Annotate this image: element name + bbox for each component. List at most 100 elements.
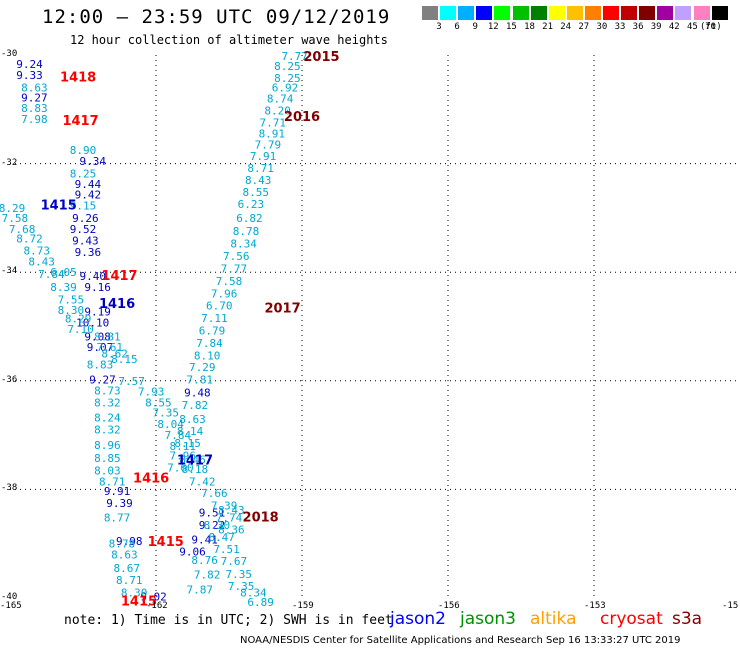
wave-height-value: 9.91 [104, 485, 131, 498]
colorbar-tick-label: 33 [614, 22, 626, 32]
colorbar-swatch [512, 6, 529, 20]
wave-height-value: 8.76 [191, 554, 218, 567]
altimeter-tracks: 7.778.258.256.928.748.207.718.917.797.91… [0, 50, 308, 609]
wave-height-value: 8.83 [87, 359, 114, 372]
wave-height-value: 8.78 [109, 538, 136, 551]
wave-height-value: 8.77 [104, 512, 131, 525]
wave-height-value: 9.26 [72, 212, 99, 225]
wave-height-value: 9.24 [16, 58, 43, 71]
chart-title: 12:00 – 23:59 UTC 09/12/2019 [42, 6, 391, 28]
colorbar-tick-label: 9 [472, 22, 478, 32]
colorbar-swatch [494, 6, 511, 20]
wave-height-value: 8.46 [179, 454, 206, 467]
wave-height-value: 7.84 [165, 429, 192, 442]
wave-height-value: 8.14 [177, 425, 204, 438]
wave-height-value: 9.15 [70, 199, 97, 212]
wave-height-value: 8.15 [111, 353, 138, 366]
wave-height-value: 8.71 [116, 574, 143, 587]
lat-lon-grid [10, 55, 740, 598]
wave-height-value: 9.36 [75, 246, 102, 259]
wave-height-value: 7.93 [138, 386, 165, 399]
wave-height-value: 7.82 [194, 569, 221, 582]
wave-height-value: 9.06 [179, 545, 206, 558]
wave-height-value: 8.18 [182, 463, 209, 476]
wave-height-value: 8.73 [94, 385, 121, 398]
colorbar-tick-label: 42 [668, 22, 680, 32]
wave-height-value: 8.24 [94, 412, 121, 425]
colorbar-swatch [675, 6, 692, 20]
wave-height-value: 8.67 [114, 562, 141, 575]
wave-height-value: 8.25 [274, 72, 301, 85]
wave-height-value: 8.34 [240, 587, 267, 600]
wave-height-value: 7.98 [21, 113, 48, 126]
wave-height-value: 8.29 [0, 202, 25, 215]
colorbar-tick-label: 39 [650, 22, 662, 32]
wave-height-value: 8.55 [145, 397, 172, 410]
wave-height-value: 7.87 [187, 583, 214, 596]
wave-height-value: 8.63 [111, 549, 138, 562]
wave-height-value: 8.30 [121, 587, 148, 600]
wave-height-value: 10.10 [76, 317, 109, 330]
wave-height-value: 8.11 [170, 440, 197, 453]
wave-height-value: 7.77 [221, 262, 248, 275]
wave-height-value: 8.20 [264, 104, 291, 117]
wave-height-value: 7.84 [196, 337, 223, 350]
colorbar-tick-label: 21 [542, 22, 554, 32]
colorbar-swatch [711, 6, 728, 20]
colorbar-swatch [639, 6, 656, 20]
colorbar-swatch [422, 6, 438, 20]
wave-height-value: 8.85 [94, 452, 121, 465]
colorbar-swatch [693, 6, 710, 20]
satellite-legend-item: s3a [672, 609, 703, 629]
wave-height-value: 7.82 [182, 399, 209, 412]
longitude-tick-label: -156 [438, 601, 460, 611]
wave-height-value: 8.90 [70, 144, 97, 157]
wave-height-value: 8.39 [50, 281, 77, 294]
wave-height-value: 6.70 [206, 299, 233, 312]
latitude-tick-label: -30 [1, 49, 18, 59]
wave-height-value: 9.44 [75, 178, 102, 191]
wave-height-value: 7.58 [216, 275, 243, 288]
wave-height-value: 7.35 [225, 568, 252, 581]
wave-height-value: 9.40 [79, 270, 106, 283]
satellite-legend-item: jason3 [460, 609, 516, 629]
wave-height-value: 8.81 [94, 330, 121, 343]
wave-height-value: 8.32 [94, 424, 121, 437]
wave-height-value: 7.91 [250, 150, 277, 163]
colorbar-tick-label: 27 [578, 22, 590, 32]
longitude-tick-label: -165 [0, 601, 22, 611]
satellite-legend-item: cryosat [600, 609, 663, 629]
wave-height-value: 7.84 [38, 268, 65, 281]
colorbar-swatch [530, 6, 547, 20]
wave-height-value: 8.03 [94, 464, 121, 477]
footer-credit: NOAA/NESDIS Center for Satellite Applica… [240, 635, 681, 646]
colorbar-tick-label: 15 [505, 22, 517, 32]
pass-number-label: 1416 [99, 297, 135, 312]
wave-height-value: 7.10 [67, 323, 94, 336]
pass-number-label: 1415 [41, 198, 77, 213]
colorbar-swatch [566, 6, 583, 20]
wave-height-value: 7.11 [201, 312, 228, 325]
pass-number-label: 1417 [101, 269, 137, 284]
wave-height-value: 9.27 [21, 91, 48, 104]
satellite-legend-item: altika [530, 609, 577, 629]
wave-height-value: 8.30 [58, 304, 85, 317]
wave-height-value: 7.61 [97, 341, 124, 354]
longitude-tick-label: -15 [722, 601, 739, 611]
latitude-tick-label: -40 [1, 592, 18, 602]
wave-height-value: 8.15 [174, 437, 201, 450]
wave-height-value: 8.91 [259, 128, 286, 141]
wave-height-value: 8.43 [28, 255, 55, 268]
wave-height-value: 8.73 [24, 244, 51, 257]
wave-height-value: 8.32 [94, 397, 121, 410]
wave-height-value: 8.63 [179, 413, 206, 426]
colorbar-swatch [548, 6, 565, 20]
wave-height-value: 6.05 [50, 266, 77, 279]
wave-height-value: 7.35 [152, 406, 179, 419]
wave-height-value: 6.82 [236, 212, 263, 225]
pass-number-label: 2015 [303, 50, 339, 65]
wave-height-value: 7.81 [187, 374, 214, 387]
longitude-tick-label: -159 [292, 601, 314, 611]
colorbar-swatch [476, 6, 493, 20]
wave-height-value: 8.72 [16, 233, 43, 246]
